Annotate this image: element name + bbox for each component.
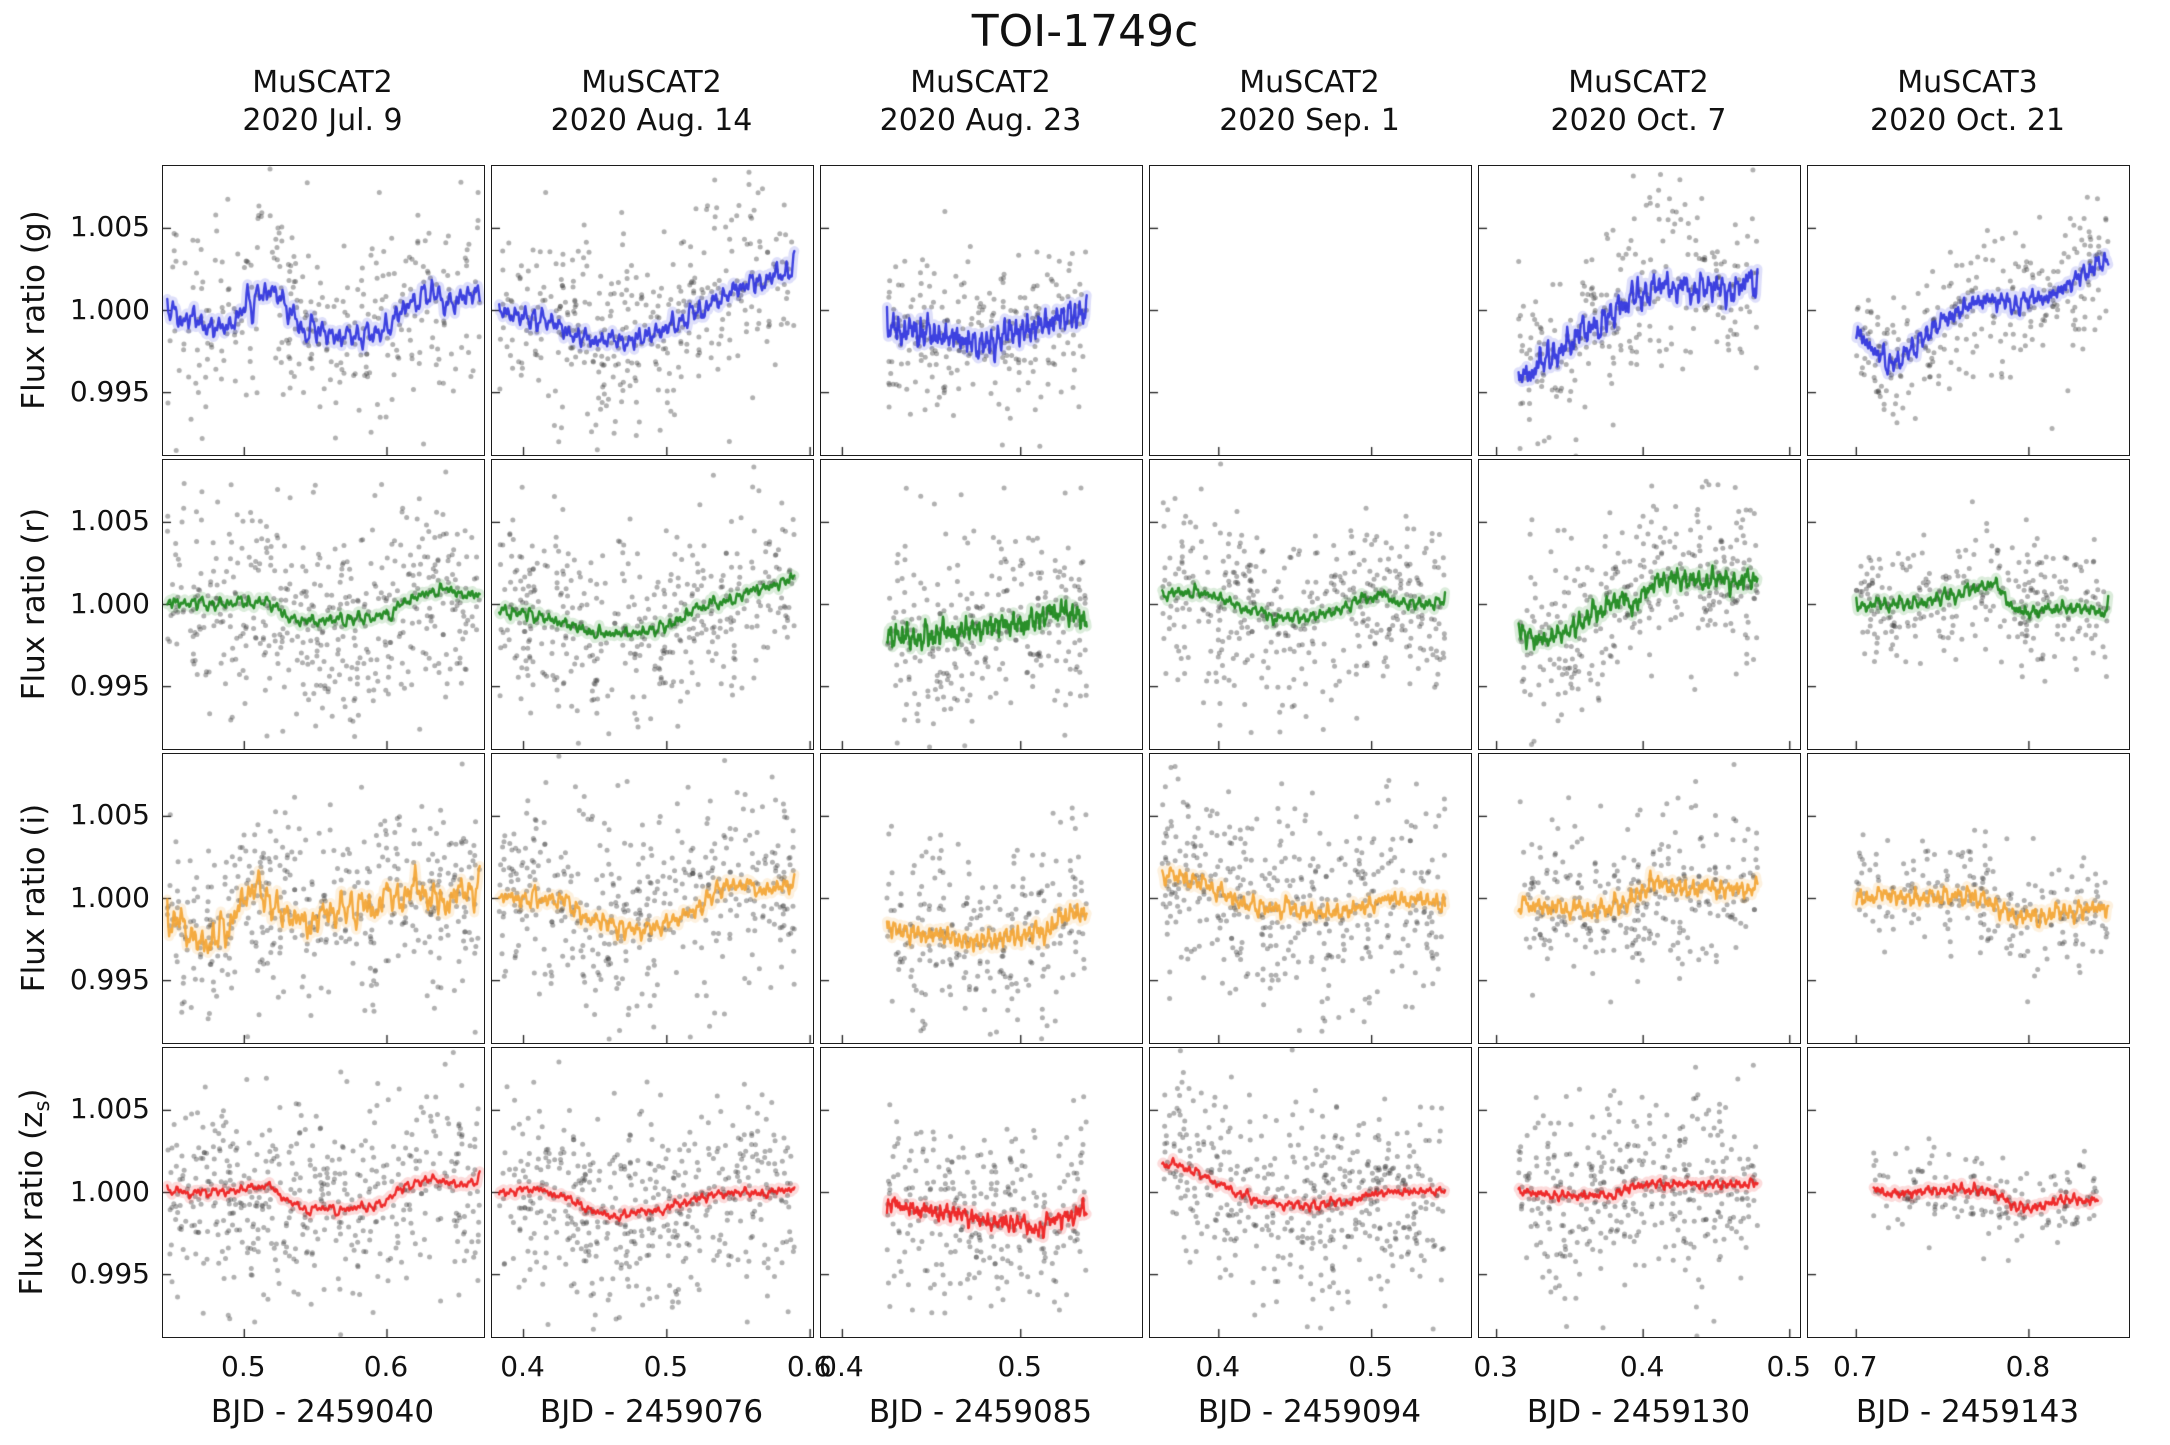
column-instrument: MuSCAT2: [910, 65, 1051, 100]
panel-i-col1: [162, 753, 485, 1044]
y-tick-label: 0.995: [69, 962, 150, 996]
column-instrument: MuSCAT2: [252, 65, 393, 100]
panel-g-col2: [491, 165, 814, 456]
column-instrument: MuSCAT2: [581, 65, 722, 100]
y-tick-label: 1.005: [69, 798, 150, 832]
x-axis-label: BJD - 2459143: [1855, 1394, 2080, 1430]
panel-zs-col6: [1807, 1047, 2130, 1338]
column-header: MuSCAT2 2020 Aug. 23: [820, 64, 1141, 140]
column-instrument: MuSCAT2: [1568, 65, 1709, 100]
x-axis-label: BJD - 2459130: [1526, 1394, 1751, 1430]
panel-g-col4: [1149, 165, 1472, 456]
y-tick-label: 1.000: [69, 586, 150, 620]
panel-i-col2: [491, 753, 814, 1044]
column-date: 2020 Oct. 7: [1550, 103, 1727, 138]
x-tick-label: 0.5: [643, 1350, 689, 1383]
panel-zs-col3: [820, 1047, 1143, 1338]
panel-r-col2: [491, 459, 814, 750]
x-tick-label: 0.5: [221, 1350, 266, 1383]
panel-i-col5: [1478, 753, 1801, 1044]
column-instrument: MuSCAT3: [1897, 65, 2038, 100]
x-tick-label: 0.5: [1348, 1350, 1393, 1383]
y-tick-label: 0.995: [69, 1256, 150, 1290]
y-tick-label: 1.005: [69, 210, 150, 244]
column-header: MuSCAT3 2020 Oct. 21: [1807, 64, 2128, 140]
panel-i-col6: [1807, 753, 2130, 1044]
x-axis-label: BJD - 2459094: [1197, 1394, 1422, 1430]
panel-r-col5: [1478, 459, 1801, 750]
x-tick-label: 0.8: [2005, 1350, 2051, 1383]
x-axis-label: BJD - 2459040: [210, 1394, 435, 1430]
y-tick-label: 1.005: [69, 1092, 150, 1126]
panel-g-col5: [1478, 165, 1801, 456]
x-tick-label: 0.5: [1766, 1350, 1811, 1383]
column-date: 2020 Sep. 1: [1219, 103, 1400, 138]
x-tick-label: 0.4: [819, 1350, 864, 1383]
panel-zs-col1: [162, 1047, 485, 1338]
y-tick-label: 0.995: [69, 374, 150, 408]
column-header: MuSCAT2 2020 Sep. 1: [1149, 64, 1470, 140]
column-header: MuSCAT2 2020 Jul. 9: [162, 64, 483, 140]
x-tick-label: 0.4: [500, 1350, 545, 1383]
column-date: 2020 Jul. 9: [242, 103, 403, 138]
y-tick-label: 1.000: [69, 1174, 150, 1208]
panel-r-col3: [820, 459, 1143, 750]
panel-g-col1: [162, 165, 485, 456]
y-tick-label: 1.000: [69, 880, 150, 914]
x-tick-label: 0.3: [1473, 1350, 1518, 1383]
x-tick-label: 0.7: [1833, 1350, 1878, 1383]
figure-title: TOI-1749c: [971, 6, 1199, 57]
column-date: 2020 Aug. 14: [550, 103, 753, 138]
panel-r-col4: [1149, 459, 1472, 750]
panel-i-col4: [1149, 753, 1472, 1044]
x-tick-label: 0.4: [1619, 1350, 1665, 1383]
y-tick-label: 1.000: [69, 292, 150, 326]
panel-g-col3: [820, 165, 1143, 456]
column-header: MuSCAT2 2020 Aug. 14: [491, 64, 812, 140]
x-tick-label: 0.6: [363, 1350, 409, 1383]
x-tick-label: 0.6: [786, 1350, 832, 1383]
column-date: 2020 Aug. 23: [879, 103, 1082, 138]
panel-zs-col2: [491, 1047, 814, 1338]
panel-zs-col5: [1478, 1047, 1801, 1338]
x-tick-label: 0.5: [997, 1350, 1042, 1383]
panel-r-col1: [162, 459, 485, 750]
y-tick-label: 0.995: [69, 668, 150, 702]
column-header: MuSCAT2 2020 Oct. 7: [1478, 64, 1799, 140]
x-tick-label: 0.4: [1195, 1350, 1241, 1383]
panel-i-col3: [820, 753, 1143, 1044]
column-date: 2020 Oct. 21: [1870, 103, 2065, 138]
panel-r-col6: [1807, 459, 2130, 750]
panel-g-col6: [1807, 165, 2130, 456]
column-instrument: MuSCAT2: [1239, 65, 1380, 100]
x-axis-label: BJD - 2459076: [539, 1394, 764, 1430]
y-tick-label: 1.005: [69, 504, 150, 538]
panel-zs-col4: [1149, 1047, 1472, 1338]
x-axis-label: BJD - 2459085: [868, 1394, 1093, 1430]
